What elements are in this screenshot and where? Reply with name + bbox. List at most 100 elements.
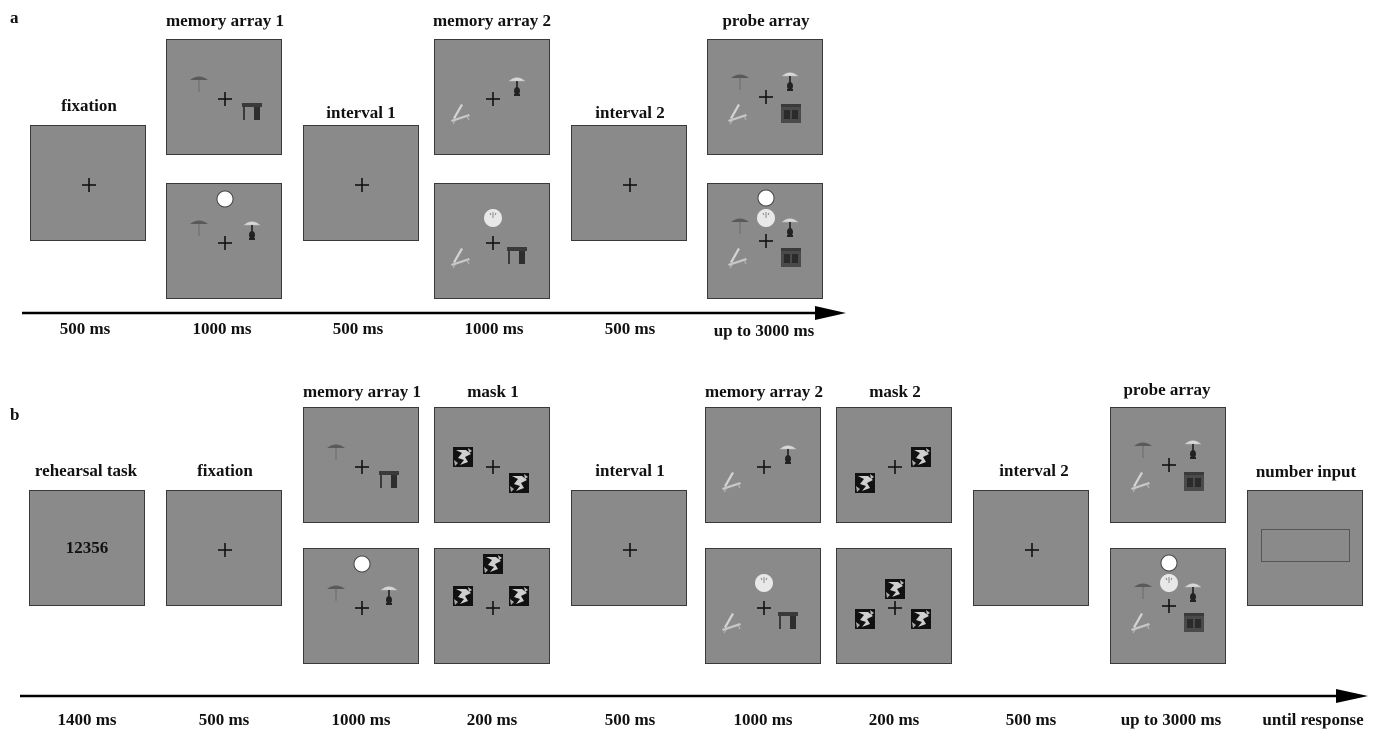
lamp-icon xyxy=(380,586,398,605)
duration-a-3: 500 ms xyxy=(332,319,384,338)
label-b-number-input: number input xyxy=(1255,462,1357,481)
duration-b-3: 1000 ms xyxy=(331,710,391,729)
table-icon xyxy=(379,471,399,488)
lamp-icon xyxy=(243,221,261,240)
fixation-cross-icon xyxy=(218,236,232,250)
cue-circle-icon xyxy=(353,555,371,573)
duration-b-9: up to 3000 ms xyxy=(1120,710,1222,729)
mask-noise-icon xyxy=(911,609,931,629)
screen-b-memory1-bottom xyxy=(303,548,419,664)
duration-a-5: 500 ms xyxy=(604,319,656,338)
fixation-cross-icon xyxy=(486,236,500,250)
screen-a-interval-1 xyxy=(303,125,419,241)
label-a-fixation: fixation xyxy=(61,96,117,115)
umbrella-icon xyxy=(731,218,749,234)
mask-noise-icon xyxy=(453,447,473,467)
duration-b-8: 500 ms xyxy=(1005,710,1057,729)
table-icon xyxy=(507,247,527,264)
screen-a-memory2-top xyxy=(434,39,550,155)
duration-a-2: 1000 ms xyxy=(192,319,252,338)
lamp-icon xyxy=(781,218,799,237)
clock-icon xyxy=(755,574,773,592)
duration-b-2: 500 ms xyxy=(198,710,250,729)
mask-noise-icon xyxy=(885,579,905,599)
label-a-probe-array: probe array xyxy=(722,11,810,30)
mask-noise-icon xyxy=(453,586,473,606)
duration-b-7: 200 ms xyxy=(868,710,920,729)
umbrella-icon xyxy=(190,220,208,236)
cabinet-icon xyxy=(781,248,801,267)
screen-a-memory1-top xyxy=(166,39,282,155)
duration-a-6: up to 3000 ms xyxy=(713,321,815,340)
label-b-interval-2: interval 2 xyxy=(999,461,1069,480)
label-b-rehearsal-task: rehearsal task xyxy=(34,461,138,480)
duration-a-1: 500 ms xyxy=(59,319,111,338)
label-b-fixation: fixation xyxy=(197,461,253,480)
fixation-cross-icon xyxy=(757,601,771,615)
timeline-arrow-a xyxy=(22,306,846,320)
clock-icon xyxy=(757,209,775,227)
duration-b-6: 1000 ms xyxy=(733,710,793,729)
screen-b-interval-2 xyxy=(973,490,1089,606)
screen-b-probe-bottom xyxy=(1110,548,1226,664)
fixation-cross-icon xyxy=(1162,458,1176,472)
screen-a-interval-2 xyxy=(571,125,687,241)
cue-circle-icon xyxy=(1160,554,1178,572)
duration-b-4: 200 ms xyxy=(466,710,518,729)
screen-b-memory2-top xyxy=(705,407,821,523)
lamp-icon xyxy=(781,72,799,91)
cabinet-icon xyxy=(1184,613,1204,632)
screen-b-interval-1 xyxy=(571,490,687,606)
fixation-cross-icon xyxy=(486,460,500,474)
screen-b-mask2-bottom xyxy=(836,548,952,664)
mask-noise-icon xyxy=(483,554,503,574)
panel-a-letter: a xyxy=(10,8,19,27)
umbrella-icon xyxy=(190,76,208,92)
fixation-cross-icon xyxy=(757,460,771,474)
timeline-arrow-b xyxy=(20,689,1368,703)
screen-b-mask2-top xyxy=(836,407,952,523)
panel-b-letter: b xyxy=(10,405,20,424)
mask-noise-icon xyxy=(855,473,875,493)
lamp-icon xyxy=(779,445,797,464)
fixation-cross-icon xyxy=(888,601,902,615)
duration-b-10: until response xyxy=(1262,710,1364,729)
clock-icon xyxy=(484,209,502,227)
fixation-cross-icon xyxy=(888,460,902,474)
fixation-cross-icon xyxy=(355,178,369,192)
mask-noise-icon xyxy=(509,586,529,606)
screen-b-fixation xyxy=(166,490,282,606)
lamp-icon xyxy=(508,77,526,96)
label-b-memory-array-2: memory array 2 xyxy=(704,382,823,401)
umbrella-icon xyxy=(327,585,345,601)
cue-circle-icon xyxy=(757,189,775,207)
fixation-cross-icon xyxy=(218,92,232,106)
fixation-cross-icon xyxy=(355,460,369,474)
fixation-cross-icon xyxy=(759,90,773,104)
deck-chair-icon xyxy=(722,613,741,634)
lamp-icon xyxy=(1184,583,1202,602)
mask-noise-icon xyxy=(911,447,931,467)
label-a-interval-2: interval 2 xyxy=(595,103,665,122)
fixation-cross-icon xyxy=(759,234,773,248)
screen-a-probe-top xyxy=(707,39,823,155)
table-icon xyxy=(778,612,798,629)
duration-b-1: 1400 ms xyxy=(57,710,117,729)
cue-circle-icon xyxy=(216,190,234,208)
label-b-interval-1: interval 1 xyxy=(595,461,665,480)
screen-a-memory1-bottom xyxy=(166,183,282,299)
umbrella-icon xyxy=(731,74,749,90)
deck-chair-icon xyxy=(722,472,741,493)
clock-icon xyxy=(1160,574,1178,592)
screen-a-memory2-bottom xyxy=(434,183,550,299)
umbrella-icon xyxy=(1134,583,1152,599)
umbrella-icon xyxy=(327,444,345,460)
fixation-cross-icon xyxy=(1162,599,1176,613)
screen-b-rehearsal-task: 12356 xyxy=(29,490,145,606)
screen-a-probe-bottom xyxy=(707,183,823,299)
fixation-cross-icon xyxy=(486,92,500,106)
screen-a-fixation xyxy=(30,125,146,241)
label-a-memory-array-2: memory array 2 xyxy=(432,11,551,30)
screen-b-mask1-top xyxy=(434,407,550,523)
duration-a-4: 1000 ms xyxy=(464,319,524,338)
